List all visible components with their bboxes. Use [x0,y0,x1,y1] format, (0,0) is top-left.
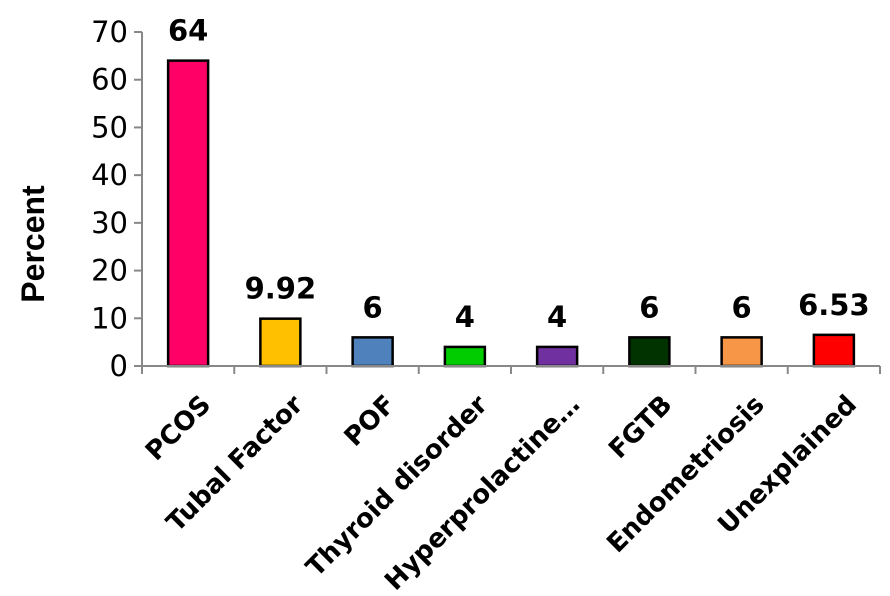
data-label: 4 [547,300,567,334]
bars [166,59,856,368]
data-labels: 649.926 4 4 6 6 6.53 [168,14,870,334]
bar-unexplained [812,333,856,368]
bar-fgtb [628,336,671,368]
bar-hyperprolactine [535,345,579,368]
y-tick-label: 40 [91,158,128,192]
bar-tubal-factor [259,317,302,368]
y-tick-label: 60 [91,63,128,97]
x-tick-label: Endometriosis [601,390,770,559]
x-tick-label: Thyroid disorder [301,390,494,583]
bar-endometriosis [720,336,763,368]
y-tick-label: 70 [91,15,128,49]
x-axis-ticks [141,366,881,374]
y-tick-label: 0 [110,349,128,383]
data-label: 6 [639,290,659,324]
y-axis-ticks: 0 10 20 30 40 50 60 70 [91,15,142,383]
data-label: 6.53 [798,288,870,322]
bar-pcos [166,59,210,368]
data-label: 6 [363,290,383,324]
y-axis-title: Percent [15,185,51,303]
y-tick-label: 30 [91,206,128,240]
y-tick-label: 20 [91,254,128,288]
data-label: 4 [455,300,475,334]
bar-thyroid-disorder [443,345,487,368]
x-tick-label: FGTB [603,390,678,465]
bar-pof [351,336,394,368]
data-label: 64 [168,14,208,48]
y-tick-label: 10 [91,301,128,335]
data-label: 6 [732,290,752,324]
data-label: 9.92 [245,272,317,306]
x-tick-label: POF [339,390,402,453]
x-tick-label: PCOS [140,390,217,467]
y-tick-label: 50 [91,110,128,144]
